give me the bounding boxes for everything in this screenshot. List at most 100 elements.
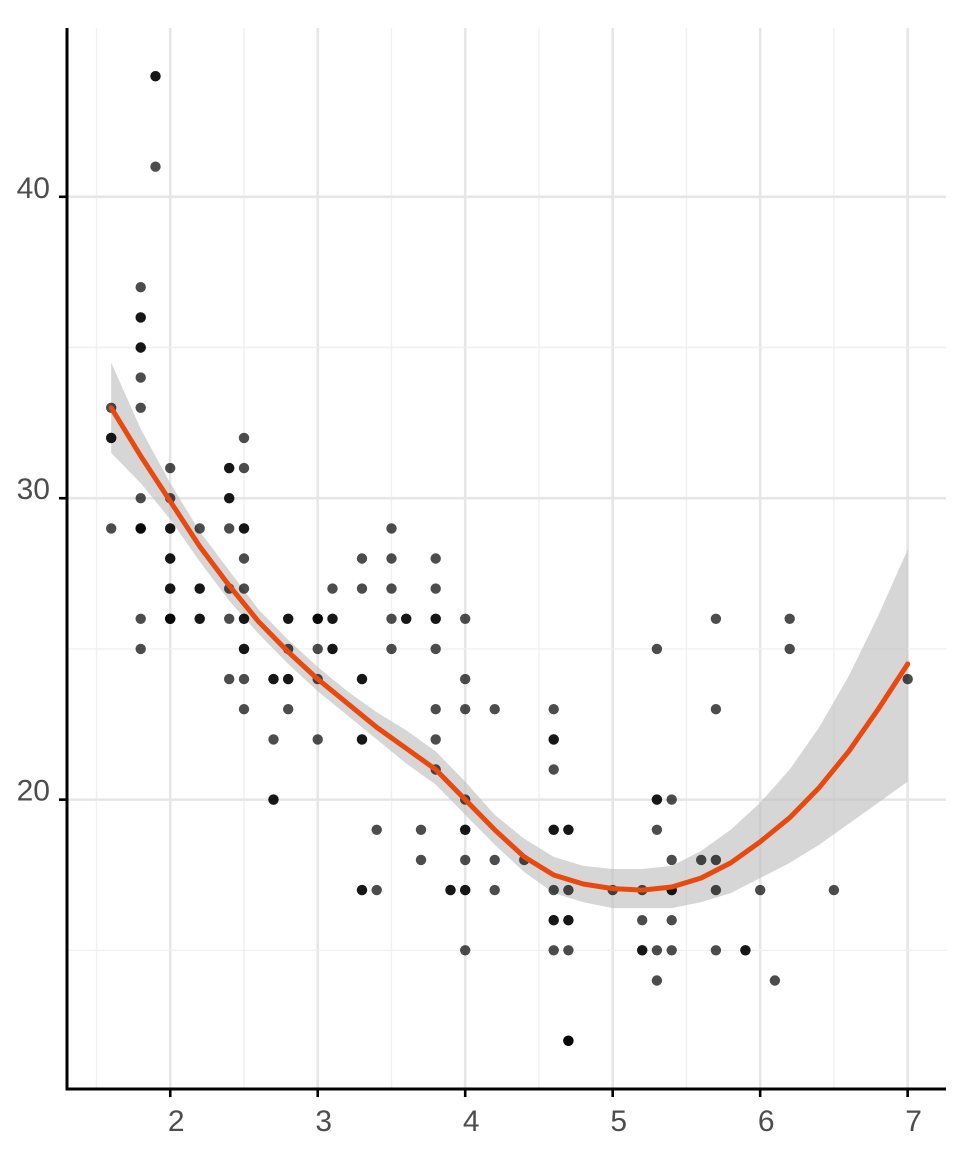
data-point [327, 583, 338, 594]
data-point [401, 613, 412, 624]
data-point [651, 794, 663, 805]
tick-labels: 2 3 4 5 6 7 20 30 40 [17, 172, 922, 1138]
data-point [283, 613, 294, 624]
data-point [356, 553, 368, 564]
data-point [135, 493, 146, 504]
data-point [430, 613, 441, 624]
data-point [710, 613, 722, 624]
data-point [386, 643, 397, 655]
data-point [224, 462, 235, 474]
data-point [224, 673, 235, 685]
data-point [386, 553, 397, 564]
data-point [784, 613, 795, 624]
data-point [430, 583, 441, 594]
data-point [666, 915, 677, 926]
data-point [135, 282, 146, 293]
data-point [460, 613, 471, 624]
data-point [460, 945, 471, 956]
data-point [312, 734, 323, 745]
x-tick-label: 2 [168, 1105, 185, 1138]
data-point [238, 704, 250, 715]
data-point [666, 794, 677, 805]
data-point [238, 673, 250, 685]
confidence-band-area [111, 362, 908, 909]
data-point [430, 704, 441, 715]
data-point [666, 945, 677, 956]
data-point [194, 583, 205, 594]
data-point [430, 643, 441, 655]
data-point [312, 613, 323, 624]
y-tick-label: 20 [17, 775, 50, 808]
data-point [238, 613, 250, 624]
confidence-band [111, 362, 908, 909]
data-point [563, 915, 574, 926]
data-point [784, 643, 795, 655]
data-point [238, 553, 250, 564]
data-point [710, 704, 722, 715]
data-point [902, 673, 913, 685]
data-point [386, 613, 397, 624]
data-point [489, 854, 500, 866]
data-point [135, 342, 146, 353]
data-point [548, 945, 559, 956]
data-point [283, 673, 294, 685]
data-point [371, 824, 382, 835]
data-point [356, 734, 368, 745]
data-point [651, 945, 663, 956]
data-point [194, 523, 205, 534]
data-point [106, 523, 117, 534]
data-point [548, 915, 559, 926]
x-tick-label: 5 [610, 1105, 627, 1138]
data-point [651, 975, 663, 986]
data-point [548, 824, 559, 835]
data-point [386, 583, 397, 594]
data-point [563, 884, 574, 896]
data-point [356, 583, 368, 594]
data-point [460, 884, 471, 896]
data-point [238, 583, 250, 594]
data-point [194, 613, 205, 624]
data-point [135, 523, 146, 534]
data-point [386, 523, 397, 534]
smooth-line [108, 405, 911, 893]
data-point [356, 884, 368, 896]
x-tick-label: 4 [463, 1105, 480, 1138]
data-point [165, 523, 176, 534]
y-tick-label: 30 [17, 473, 50, 506]
data-point [371, 884, 382, 896]
data-point [356, 673, 368, 685]
data-point [548, 884, 559, 896]
data-point [283, 704, 294, 715]
data-point [165, 553, 176, 564]
data-point [460, 673, 471, 685]
data-point [489, 704, 500, 715]
data-point [135, 372, 146, 383]
data-point [637, 915, 648, 926]
data-point [651, 643, 663, 655]
data-point [769, 975, 781, 986]
data-point [224, 613, 235, 624]
data-point [224, 493, 235, 504]
data-point [135, 312, 146, 323]
y-tick-label: 40 [17, 172, 50, 205]
data-point [238, 523, 250, 534]
data-point [430, 734, 441, 745]
x-tick-label: 7 [905, 1105, 922, 1138]
data-point [445, 884, 456, 896]
data-point [430, 553, 441, 564]
data-points [106, 71, 913, 1047]
x-tick-label: 3 [315, 1105, 332, 1138]
data-point [238, 643, 250, 655]
data-point [165, 462, 176, 474]
data-point [710, 854, 722, 866]
data-point [740, 945, 751, 956]
data-point [460, 704, 471, 715]
data-point [150, 161, 161, 172]
data-point [224, 523, 235, 534]
axes [59, 28, 946, 1097]
data-point [135, 643, 146, 655]
data-point [828, 884, 840, 896]
data-point [150, 71, 161, 82]
data-point [327, 613, 338, 624]
